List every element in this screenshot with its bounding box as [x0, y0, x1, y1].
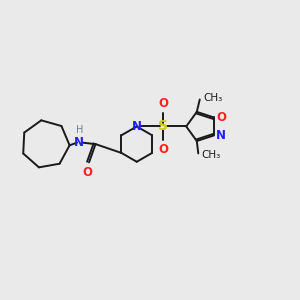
Text: N: N [132, 120, 142, 133]
Text: CH₃: CH₃ [202, 150, 221, 160]
Text: O: O [158, 142, 168, 156]
Text: S: S [158, 119, 168, 134]
Text: CH₃: CH₃ [203, 93, 223, 103]
Text: N: N [216, 129, 226, 142]
Text: O: O [216, 111, 226, 124]
Text: N: N [74, 136, 84, 149]
Text: O: O [158, 97, 168, 110]
Text: O: O [82, 166, 93, 179]
Text: H: H [76, 125, 83, 135]
